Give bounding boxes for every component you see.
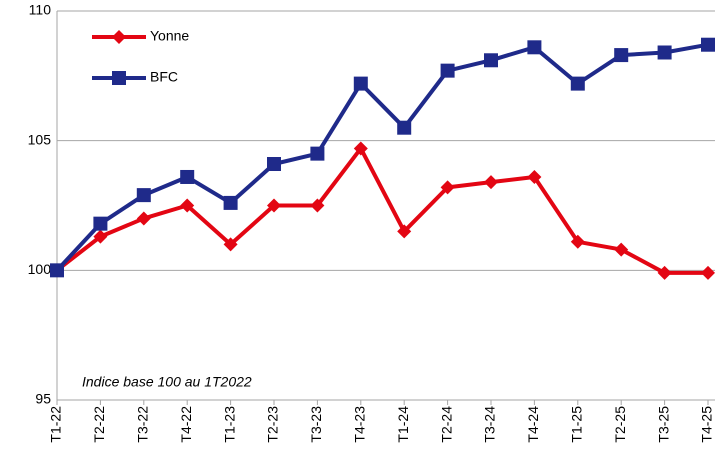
point xyxy=(570,76,585,91)
point xyxy=(701,265,715,280)
point xyxy=(267,157,281,172)
x-tick-label: T3-23 xyxy=(308,406,324,443)
point xyxy=(614,242,629,257)
legend-label: Yonne xyxy=(150,28,189,44)
point xyxy=(570,234,585,249)
x-tick-label: T2-25 xyxy=(612,406,628,443)
point xyxy=(50,263,64,278)
point xyxy=(440,180,455,195)
point xyxy=(397,224,412,239)
point xyxy=(310,146,325,161)
point xyxy=(701,37,715,52)
point xyxy=(657,45,672,60)
legend-marker xyxy=(112,30,126,44)
y-tick-label: 100 xyxy=(28,261,52,277)
point xyxy=(136,188,151,203)
legend-label: BFC xyxy=(150,69,178,85)
point xyxy=(93,216,108,231)
y-tick-label: 105 xyxy=(28,131,52,147)
annotation: Indice base 100 au 1T2022 xyxy=(82,374,252,390)
x-tick-label: T3-25 xyxy=(655,406,671,443)
point xyxy=(440,63,455,78)
point xyxy=(180,169,195,184)
point xyxy=(614,48,629,63)
x-tick-label: T1-22 xyxy=(48,406,64,443)
point xyxy=(223,195,238,210)
series-line xyxy=(55,42,709,272)
point xyxy=(484,175,498,190)
point xyxy=(267,198,281,213)
point xyxy=(136,211,151,226)
x-tick-label: T2-24 xyxy=(438,406,454,443)
legend-marker xyxy=(112,71,126,85)
point xyxy=(353,141,368,156)
point xyxy=(657,265,672,280)
x-tick-label: T1-23 xyxy=(221,406,237,443)
point xyxy=(527,169,542,184)
series-line xyxy=(55,146,708,275)
point xyxy=(223,237,238,252)
x-tick-label: T4-22 xyxy=(178,406,194,443)
y-tick-label: 110 xyxy=(29,2,52,18)
y-tick-label: 95 xyxy=(35,391,51,407)
x-tick-label: T4-23 xyxy=(352,406,368,443)
x-tick-label: T1-25 xyxy=(569,406,585,443)
point xyxy=(353,76,368,91)
point xyxy=(484,53,498,68)
x-tick-label: T2-22 xyxy=(91,406,107,443)
point xyxy=(310,198,325,213)
x-tick-label: T2-23 xyxy=(265,406,281,443)
x-tick-label: T1-24 xyxy=(395,406,411,443)
x-tick-label: T3-22 xyxy=(135,406,151,443)
point xyxy=(527,40,542,55)
point xyxy=(180,198,195,213)
point xyxy=(397,120,412,135)
x-tick-label: T4-25 xyxy=(699,406,715,443)
point xyxy=(93,229,108,244)
x-tick-label: T3-24 xyxy=(482,406,498,443)
x-tick-label: T4-24 xyxy=(525,406,541,443)
